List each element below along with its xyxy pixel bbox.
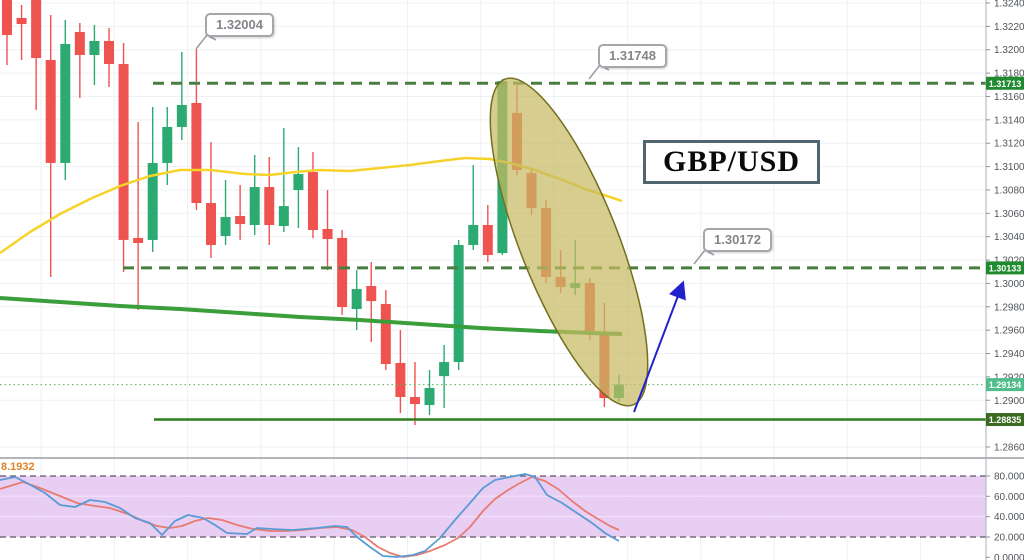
slow-moving-average-line [0, 296, 623, 336]
callout-tails [195, 33, 715, 265]
candle-body [176, 105, 187, 127]
candle-body [424, 387, 435, 406]
price-badge [986, 413, 1024, 427]
candle-body [45, 60, 56, 163]
candle-body [74, 31, 85, 55]
price-badge-label: 1.28835 [989, 415, 1022, 425]
price-axis-label: 1.32400 [994, 0, 1024, 10]
candle-body [191, 103, 202, 204]
stochastic-main-line [0, 473, 620, 558]
candle-body [264, 187, 275, 225]
candle-body [293, 174, 304, 191]
price-axis-label: 1.29800 [994, 302, 1024, 313]
price-axis-label: 1.30200 [994, 256, 1024, 267]
candle-body [220, 217, 231, 236]
price-badge-label: 1.29134 [989, 380, 1022, 390]
price-axis-label: 1.30800 [994, 185, 1024, 196]
candle-body [162, 126, 173, 163]
price-axis-label: 1.31200 [994, 139, 1024, 150]
oscillator-axis-label: 20.0000 [994, 532, 1024, 543]
price-axis-label: 1.30400 [994, 232, 1024, 243]
candle-body [453, 244, 464, 363]
price-axis-label: 1.32200 [994, 22, 1024, 33]
candle-body [89, 40, 100, 55]
candle-body [249, 187, 260, 225]
price-level-lines [0, 81, 986, 421]
price-badge [986, 76, 1024, 90]
candle-body [366, 285, 377, 302]
candle-body [103, 40, 114, 64]
candle-body [278, 206, 289, 227]
oscillator-axis-label: 40.0000 [994, 512, 1024, 523]
price-axis-label: 1.31000 [994, 162, 1024, 173]
price-axis-label: 1.31600 [994, 92, 1024, 103]
stochastic-band-borders [0, 475, 986, 538]
candle-body [380, 303, 391, 365]
candle-body [133, 237, 144, 243]
stochastic-value-label: 8.1932 [1, 461, 35, 473]
price-axis-label: 1.29000 [994, 396, 1024, 407]
price-axis-label: 1.29400 [994, 349, 1024, 360]
callout-tail [693, 248, 715, 265]
price-badge [986, 261, 1024, 275]
callout-tail [195, 33, 217, 50]
price-badge [986, 378, 1024, 392]
oscillator-axis-label: 0.0000 [994, 553, 1024, 560]
candle-body [468, 224, 479, 245]
candle-body [16, 17, 27, 25]
candle-body [439, 362, 450, 377]
candle-body [351, 289, 362, 310]
candle-body [60, 44, 71, 163]
price-badge-label: 1.31713 [989, 79, 1022, 89]
candle-body [147, 162, 158, 240]
oscillator-axis-label: 80.0000 [994, 471, 1024, 482]
price-axis-label: 1.29200 [994, 372, 1024, 383]
candle-body [118, 63, 129, 240]
candle-body [337, 237, 348, 308]
price-axis-label: 1.28600 [994, 442, 1024, 453]
candle-body [31, 0, 42, 59]
candle-body [307, 172, 318, 231]
oscillator-axis-label: 60.0000 [994, 492, 1024, 503]
candle-body [2, 0, 12, 36]
candle-body [205, 203, 216, 245]
candle-body [395, 362, 406, 397]
price-axis: 1.32400 1.32200 1.32000 1.31800 1.31600 1.314… [986, 0, 1024, 560]
price-axis-label: 1.31400 [994, 115, 1024, 126]
stochastic-panel [0, 473, 986, 558]
price-axis-label: 1.30600 [994, 209, 1024, 220]
price-badge-label: 1.30133 [989, 263, 1022, 273]
bullish-trend-arrow [633, 280, 686, 413]
candle-body [482, 224, 493, 256]
candle-body [409, 396, 420, 404]
price-callout: 1.31748 [598, 44, 667, 68]
price-axis-label: 1.30000 [994, 279, 1024, 290]
symbol-label: GBP/USD [643, 140, 821, 184]
price-axis-label: 1.29600 [994, 326, 1024, 337]
candle-body [235, 215, 246, 225]
price-callout: 1.30172 [703, 228, 772, 252]
price-axis-label: 1.31800 [994, 69, 1024, 80]
highlight-ellipse-annotation [489, 77, 649, 407]
stochastic-inner-gridlines [0, 495, 986, 518]
price-axis-label: 1.32000 [994, 45, 1024, 56]
candle-body [322, 228, 333, 240]
price-callout: 1.32004 [205, 13, 274, 37]
stochastic-band [0, 475, 986, 537]
